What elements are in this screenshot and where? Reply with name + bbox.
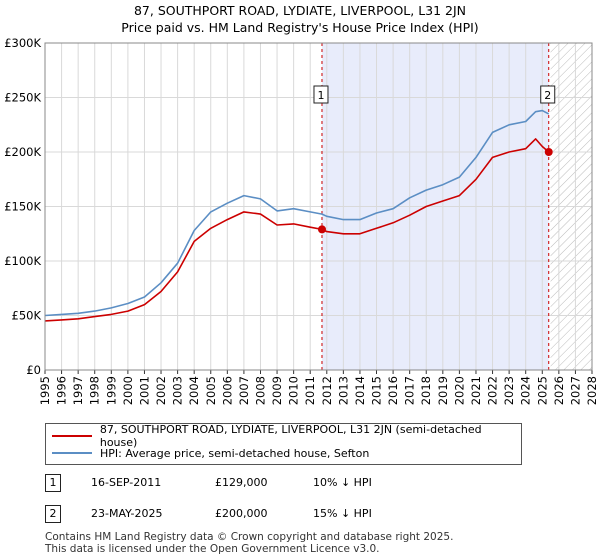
chart-title: 87, SOUTHPORT ROAD, LYDIATE, LIVERPOOL, … [133,3,467,18]
x-tick-label: 2018 [419,376,433,405]
footer: Contains HM Land Registry data © Crown c… [45,531,453,555]
sale-marker-box [540,85,556,104]
x-tick-label: 2008 [253,376,267,405]
x-tick-label: 1998 [88,376,102,405]
x-tick-label: 2009 [270,376,284,405]
x-tick-label: 2023 [502,376,516,405]
y-tick-label: £300K [4,36,41,50]
transaction-hpi-diff: 10% ↓ HPI [313,476,372,489]
x-tick-label: 2021 [469,376,483,405]
hpi-line [44,109,550,317]
x-tick-label: 2022 [486,376,500,405]
x-tick-label: 2024 [519,376,533,405]
x-tick-label: 2017 [403,376,417,405]
x-tick-label: 1995 [38,376,52,405]
x-tick-label: 1997 [71,376,85,405]
x-tick-label: 2003 [171,376,185,405]
x-tick-label: 2002 [154,376,168,405]
x-tick-label: 2001 [137,376,151,405]
y-tick-label: £100K [4,254,41,268]
chart-subtitle: Price paid vs. HM Land Registry's House … [121,20,479,35]
sale-marker-label: 2 [544,89,551,102]
x-tick-label: 2000 [121,376,135,405]
x-tick-label: 2019 [436,376,450,405]
legend-item-property: 87, SOUTHPORT ROAD, LYDIATE, LIVERPOOL, … [52,423,521,449]
x-tick-label: 2004 [187,376,201,405]
x-tick-label: 2013 [336,376,350,405]
y-tick-label: £0 [26,363,41,377]
sale-marker-label: 1 [317,89,324,102]
y-tick-label: £50K [12,309,42,323]
x-tick-label: 2010 [287,376,301,405]
x-tick-label: 2027 [568,376,582,405]
x-tick-label: 2011 [303,376,317,405]
legend-swatch-property [52,435,92,437]
x-tick-label: 1996 [55,376,69,405]
transaction-badge: 2 [45,505,61,523]
legend-swatch-hpi [52,452,92,454]
transaction-row: 1 16-SEP-2011 £129,000 10% ↓ HPI [45,474,565,494]
x-tick-label: 2012 [320,376,334,405]
legend-label-property: 87, SOUTHPORT ROAD, LYDIATE, LIVERPOOL, … [99,423,482,449]
transaction-hpi-diff: 15% ↓ HPI [313,507,372,520]
x-tick-label: 2016 [386,376,400,405]
x-tick-label: 2007 [237,376,251,405]
x-tick-label: 2026 [552,376,566,405]
x-tick-label: 2015 [370,376,384,405]
x-tick-label: 2025 [535,376,549,405]
sale-marker-box [313,85,329,104]
property-price-line [44,138,550,322]
footer-copyright: Contains HM Land Registry data © Crown c… [45,531,454,543]
transaction-badge: 1 [45,474,61,492]
x-tick-label: 2005 [204,376,218,405]
x-tick-label: 2014 [353,376,367,405]
transaction-price: £200,000 [215,507,268,520]
transaction-row: 2 23-MAY-2025 £200,000 15% ↓ HPI [45,505,565,525]
chart-legend: 87, SOUTHPORT ROAD, LYDIATE, LIVERPOOL, … [45,423,522,465]
legend-label-hpi: HPI: Average price, semi-detached house,… [100,446,370,460]
sale-point [544,148,553,156]
y-tick-label: £250K [4,91,41,105]
y-tick-label: £200K [4,145,41,159]
transaction-date: 16-SEP-2011 [91,476,162,489]
transaction-price: £129,000 [215,476,268,489]
transaction-date: 23-MAY-2025 [91,507,163,520]
footer-license: This data is licensed under the Open Gov… [45,543,380,555]
legend-item-hpi: HPI: Average price, semi-detached house,… [52,445,369,461]
x-tick-label: 1999 [104,376,118,405]
x-tick-label: 2028 [585,376,599,405]
x-tick-label: 2020 [452,376,466,405]
y-tick-label: £150K [4,200,41,214]
plot-frame [44,42,593,371]
sale-point [317,225,326,234]
x-tick-label: 2006 [220,376,234,405]
